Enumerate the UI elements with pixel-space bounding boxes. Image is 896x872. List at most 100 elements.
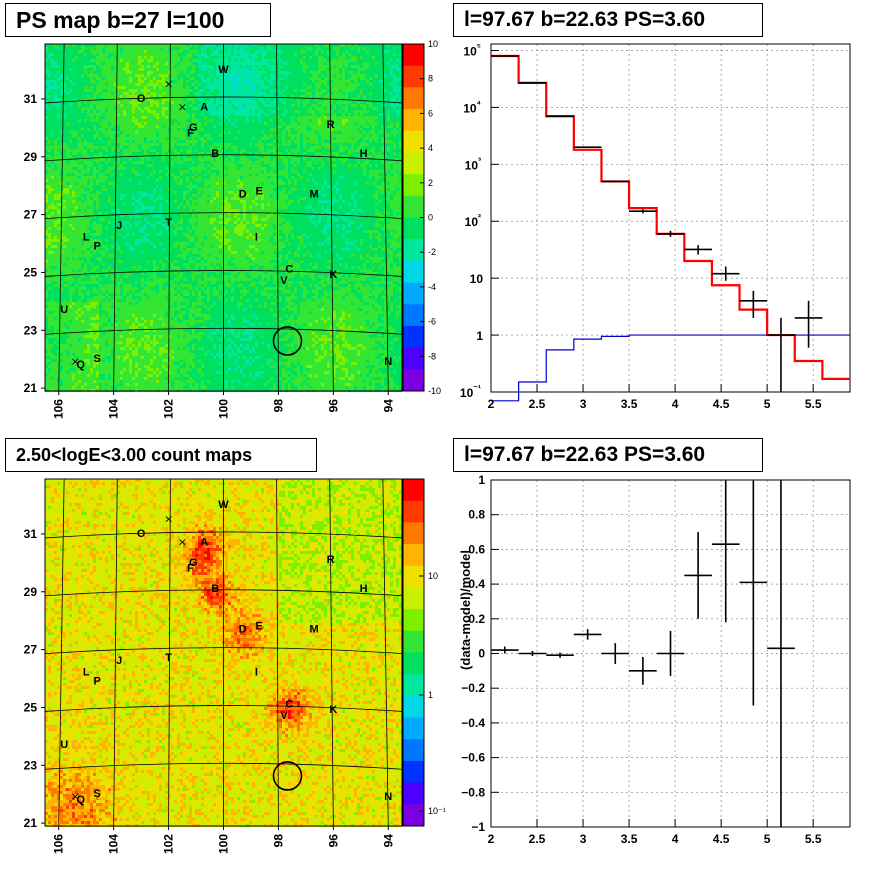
x-marker: ×	[164, 512, 173, 525]
parallel-line	[44, 705, 403, 712]
source-label: T	[165, 652, 172, 664]
source-label: K	[329, 269, 337, 281]
ps-graticule	[44, 43, 403, 392]
source-label: F	[187, 563, 194, 575]
ps-colorbar: 10 8 6 4 2 0 -2 -4 -6 -8 -10	[402, 39, 441, 396]
x-tick-label: 98	[271, 834, 285, 848]
y-tick-label: 10⁵	[463, 41, 481, 58]
ps-map-title: PS map b=27 l=100	[5, 3, 271, 37]
residual-point	[573, 629, 602, 640]
y-tick-label: 10⁴	[463, 98, 481, 115]
source-label: C	[285, 263, 293, 275]
source-label: W	[218, 499, 229, 511]
source-label: K	[329, 704, 337, 716]
y-tick-label: −0.8	[461, 785, 485, 799]
y-tick-label: −0.2	[461, 681, 485, 695]
data-point	[767, 317, 795, 392]
y-tick-label: 23	[24, 758, 38, 772]
x-tick-label: 3	[580, 832, 587, 846]
x-tick-label: 100	[217, 399, 231, 419]
y-tick-label: 10³	[465, 155, 481, 172]
colorbar-tick-label: 10	[428, 39, 438, 49]
residual-point	[491, 646, 519, 654]
source-label: Q	[76, 794, 85, 806]
x-marker: ×	[71, 355, 80, 368]
x-tick-label: 106	[52, 834, 66, 854]
x-tick-label: 94	[381, 399, 395, 413]
y-tick-label: 23	[24, 323, 38, 337]
y-tick-label: 1	[478, 473, 485, 487]
residual-point	[546, 652, 574, 658]
x-tick-label: 4.5	[713, 397, 730, 411]
source-label: U	[60, 304, 68, 316]
colorbar-tick-label: 0	[428, 213, 433, 223]
y-tick-label: −0.4	[461, 716, 485, 730]
x-marker: ×	[164, 77, 173, 90]
x-tick-label: 104	[107, 834, 121, 854]
source-label: L	[83, 667, 90, 679]
residual-plot: 2 2.5 3 3.5 4 4.5 5 5.5 1 0.8 0.6 0.4 0.2 0 −0.2 −0.4 −0…	[458, 473, 851, 846]
source-label: O	[137, 528, 146, 540]
source-label: H	[360, 583, 368, 595]
parallel-line	[44, 212, 403, 220]
colorbar-tick-label: 2	[428, 178, 433, 188]
y-tick-label: 25	[24, 265, 38, 279]
data-point	[656, 230, 685, 237]
data-point	[739, 290, 768, 318]
colorbar-tick-label: -10	[428, 386, 441, 396]
y-tick-label: 27	[24, 643, 38, 657]
colorbar-tick-label: 10	[428, 571, 438, 581]
data-point	[573, 146, 602, 148]
y-tick-label: 10⁻¹	[460, 383, 481, 400]
source-label: A	[200, 102, 208, 114]
source-label: D	[239, 188, 247, 200]
x-tick-label: 96	[326, 834, 340, 848]
source-label: W	[218, 64, 229, 76]
data-point	[711, 266, 740, 281]
colorbar-tick-label: 10⁻¹	[428, 806, 446, 816]
spectrum-plot: 2 2.5 3 3.5 4 4.5 5 5.5 10⁻¹ 1 10 10² 10³ 10⁴ 10⁵	[460, 41, 851, 411]
source-label: S	[94, 788, 101, 800]
source-label: J	[116, 655, 122, 667]
y-tick-label: 21	[24, 381, 38, 395]
residual-point	[711, 480, 740, 623]
y-tick-label: 0	[478, 647, 485, 661]
y-tick-label: 0.8	[468, 508, 485, 522]
count-map: W O AGF B R H D E M J T LP I CV K U SQ N × × × 106 104 102 100 98…	[24, 478, 403, 854]
meridian-line	[113, 43, 118, 392]
y-tick-label: 27	[24, 208, 38, 222]
y-tick-label: 10	[470, 272, 484, 286]
spectrum-frame	[490, 43, 851, 393]
source-label: F	[187, 128, 194, 140]
source-label: V	[280, 275, 288, 287]
meridian-line	[329, 43, 334, 392]
source-label: C	[285, 698, 293, 710]
source-label: B	[211, 583, 219, 595]
residual-point	[601, 643, 630, 664]
x-tick-label: 104	[107, 399, 121, 419]
data-point	[546, 115, 574, 118]
x-tick-label: 3	[580, 397, 587, 411]
x-tick-label: 3.5	[621, 832, 638, 846]
ps-map: W O AGF B R H D E M J T LP I CV K U SQ N × × × 106 104 102 100 98…	[24, 43, 403, 419]
source-label: R	[327, 554, 335, 566]
x-tick-label: 102	[162, 399, 176, 419]
x-tick-label: 3.5	[621, 397, 638, 411]
colorbar-tick-label: 4	[428, 143, 433, 153]
x-tick-label: 2	[488, 832, 495, 846]
source-label: G	[189, 557, 198, 569]
colorbar-tick-label: 1	[428, 690, 433, 700]
colorbar-tick-label: 8	[428, 74, 433, 84]
x-marker: ×	[178, 101, 187, 114]
y-tick-label: 25	[24, 700, 38, 714]
source-label: M	[310, 188, 319, 200]
meridian-line	[113, 478, 118, 827]
x-tick-label: 5.5	[805, 832, 822, 846]
source-label: N	[384, 791, 392, 803]
x-tick-label: 5	[764, 832, 771, 846]
source-label: P	[94, 675, 101, 687]
parallel-line	[44, 589, 403, 597]
y-tick-label: 0.2	[468, 612, 485, 626]
source-label: I	[255, 232, 258, 244]
y-tick-label: −1	[471, 820, 485, 834]
